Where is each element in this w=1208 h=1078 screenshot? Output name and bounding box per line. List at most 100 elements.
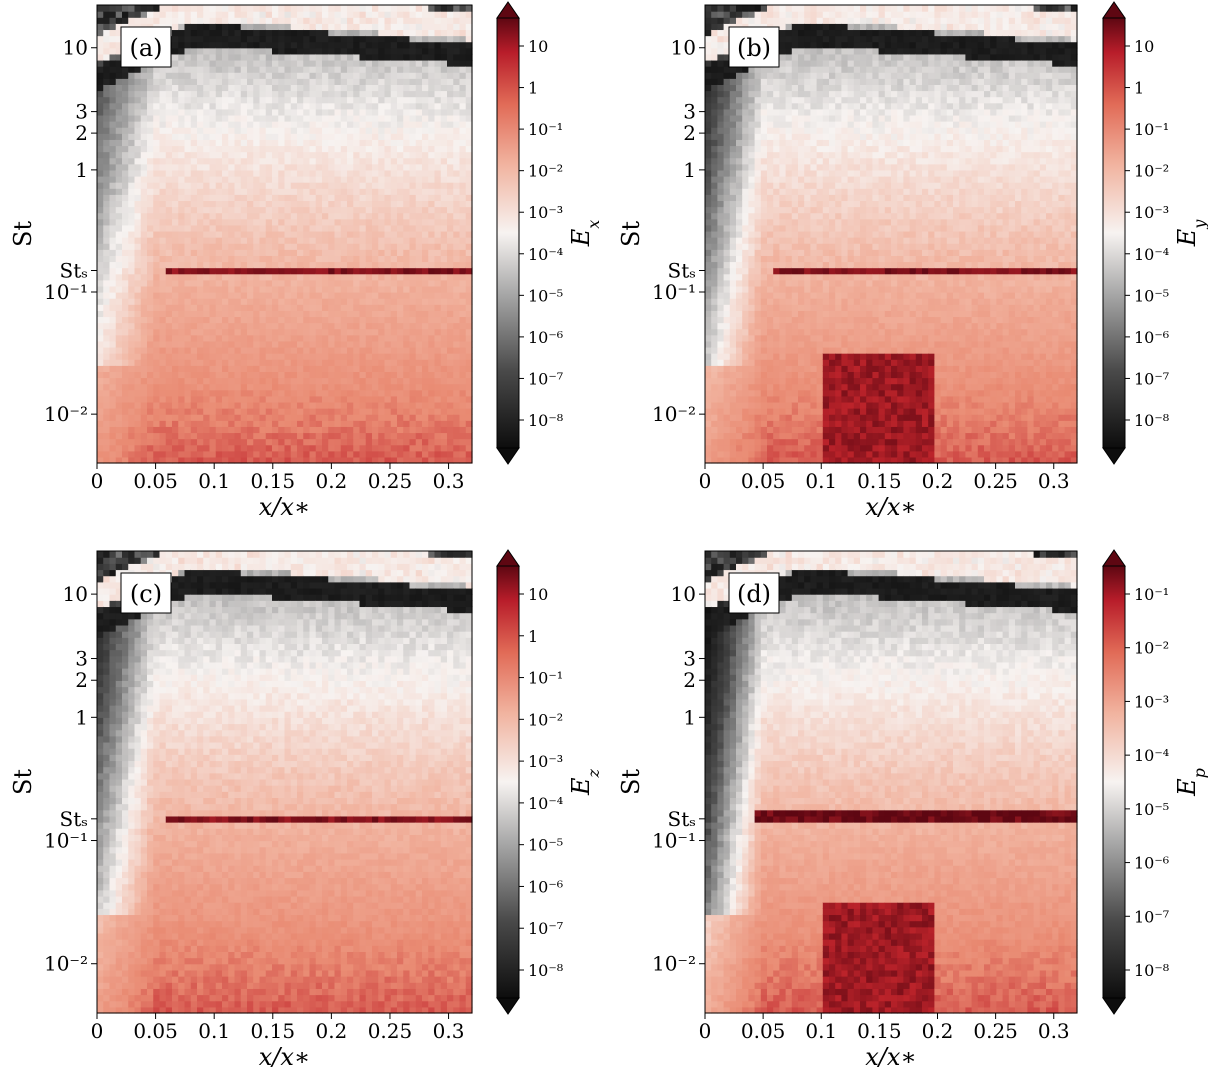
heatmap-cell	[397, 274, 404, 281]
heatmap-cell	[310, 188, 317, 195]
heatmap-cell	[736, 408, 743, 415]
heatmap-cell	[285, 359, 292, 366]
heatmap-cell	[341, 298, 348, 305]
heatmap-cell	[122, 97, 129, 104]
heatmap-cell	[191, 109, 198, 116]
heatmap-cell	[316, 103, 323, 110]
heatmap-cell	[128, 420, 135, 427]
heatmap-cell	[178, 439, 185, 446]
heatmap-cell	[403, 286, 410, 293]
heatmap-cell	[128, 213, 135, 220]
y-tick-label: 1	[75, 158, 88, 182]
heatmap-cell	[422, 188, 429, 195]
heatmap-cell	[235, 365, 242, 372]
heatmap-cell	[335, 347, 342, 354]
heatmap-cell	[278, 145, 285, 152]
heatmap-cell	[210, 335, 217, 342]
heatmap-cell	[203, 408, 210, 415]
heatmap-cell	[303, 207, 310, 214]
heatmap-cell	[103, 121, 110, 128]
heatmap-cell	[341, 11, 348, 18]
heatmap-cell	[97, 72, 104, 79]
heatmap-cell	[410, 329, 417, 336]
heatmap-cell	[730, 213, 737, 220]
heatmap-cell	[397, 42, 404, 49]
heatmap-cell	[128, 329, 135, 336]
heatmap-cell	[285, 347, 292, 354]
heatmap-cell	[216, 347, 223, 354]
heatmap-cell	[447, 97, 454, 104]
heatmap-cell	[253, 316, 260, 323]
heatmap-cell	[422, 11, 429, 18]
heatmap-cell	[266, 90, 273, 97]
heatmap-cell	[153, 426, 160, 433]
heatmap-cell	[178, 365, 185, 372]
heatmap-cell	[185, 84, 192, 91]
heatmap-cell	[278, 420, 285, 427]
heatmap-cell	[717, 396, 724, 403]
heatmap-cell	[310, 127, 317, 134]
heatmap-cell	[197, 280, 204, 287]
heatmap-cell	[110, 378, 117, 385]
heatmap-cell	[203, 304, 210, 311]
heatmap-cell	[328, 432, 335, 439]
heatmap-cell	[328, 414, 335, 421]
heatmap-cell	[222, 298, 229, 305]
heatmap-cell	[266, 152, 273, 159]
heatmap-cell	[222, 255, 229, 262]
heatmap-cell	[141, 225, 148, 232]
heatmap-cell	[122, 286, 129, 293]
heatmap-cell	[285, 274, 292, 281]
heatmap-cell	[391, 188, 398, 195]
heatmap-cell	[410, 78, 417, 85]
heatmap-cell	[366, 72, 373, 79]
heatmap-cell	[360, 243, 367, 250]
heatmap-cell	[166, 237, 173, 244]
heatmap-cell	[397, 36, 404, 43]
heatmap-cell	[416, 353, 423, 360]
heatmap-cell	[335, 420, 342, 427]
heatmap-cell	[147, 298, 154, 305]
heatmap-cell	[166, 194, 173, 201]
heatmap-cell	[460, 280, 467, 287]
heatmap-cell	[705, 194, 712, 201]
heatmap-cell	[341, 280, 348, 287]
heatmap-cell	[216, 11, 223, 18]
heatmap-cell	[335, 109, 342, 116]
heatmap-cell	[428, 280, 435, 287]
heatmap-cell	[705, 347, 712, 354]
heatmap-cell	[272, 268, 279, 275]
heatmap-cell	[222, 304, 229, 311]
heatmap-cell	[103, 335, 110, 342]
heatmap-cell	[266, 176, 273, 183]
heatmap-cell	[341, 72, 348, 79]
heatmap-cell	[210, 237, 217, 244]
heatmap-cell	[385, 103, 392, 110]
heatmap-cell	[110, 445, 117, 452]
heatmap-cell	[410, 225, 417, 232]
heatmap-cell	[135, 310, 142, 317]
heatmap-cell	[266, 127, 273, 134]
heatmap-cell	[397, 365, 404, 372]
heatmap-cell	[222, 274, 229, 281]
heatmap-cell	[347, 170, 354, 177]
heatmap-cell	[128, 243, 135, 250]
heatmap-cell	[278, 451, 285, 458]
heatmap-cell	[110, 90, 117, 97]
heatmap-cell	[335, 213, 342, 220]
heatmap-cell	[178, 268, 185, 275]
heatmap-cell	[297, 200, 304, 207]
heatmap-cell	[416, 414, 423, 421]
heatmap-cell	[247, 54, 254, 61]
heatmap-cell	[272, 298, 279, 305]
heatmap-cell	[297, 78, 304, 85]
heatmap-cell	[278, 109, 285, 116]
heatmap-cell	[366, 97, 373, 104]
heatmap-cell	[366, 127, 373, 134]
heatmap-cell	[397, 207, 404, 214]
heatmap-cell	[435, 78, 442, 85]
heatmap-cell	[103, 255, 110, 262]
heatmap-cell	[191, 310, 198, 317]
heatmap-cell	[353, 371, 360, 378]
heatmap-cell	[310, 158, 317, 165]
